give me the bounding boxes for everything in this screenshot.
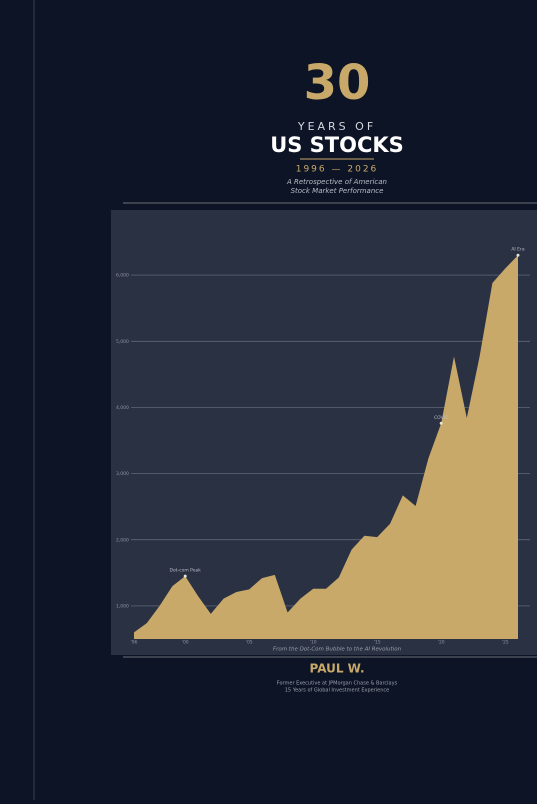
cover-years: 1996 — 2026	[296, 165, 379, 175]
cover-subtitle: Stock Market Performance	[291, 187, 384, 195]
annotation-label: Dot-com Peak	[170, 568, 202, 574]
chart-caption: From the Dot-Com Bubble to the AI Revolu…	[273, 647, 402, 653]
cover-title: US STOCKS	[270, 133, 404, 157]
area	[134, 255, 518, 639]
annotation-label: AI Era	[511, 247, 525, 253]
annotation-dot	[516, 253, 520, 257]
x-tick-label: '20	[438, 640, 445, 646]
annotation-dot	[183, 574, 187, 578]
y-tick-label: 5,000	[116, 339, 129, 345]
x-tick-label: '00	[182, 640, 189, 646]
y-tick-label: 4,000	[116, 405, 129, 411]
plot: 1,000 2,000 3,000 4,000 5,000 6,000 '96 '00 '05 '…	[116, 247, 530, 646]
y-tick-label: 2,000	[116, 537, 129, 543]
y-tick-label: 6,000	[116, 273, 129, 279]
y-tick-label: 3,000	[116, 471, 129, 477]
author-bio: Former Executive at JPMorgan Chase & Bar…	[277, 681, 398, 687]
x-tick-label: '10	[310, 640, 317, 646]
cover-subtitle: A Retrospective of American	[286, 178, 387, 186]
cover-kicker: YEARS OF	[297, 120, 376, 133]
annotation-label: COVID	[434, 415, 449, 421]
author: PAUL W.	[310, 662, 365, 676]
x-tick-label: '96	[131, 640, 138, 646]
x-tick-label: '25	[502, 640, 509, 646]
x-tick-label: '15	[374, 640, 381, 646]
y-tick-label: 1,000	[116, 603, 129, 609]
author-bio: 15 Years of Global Investment Experience	[285, 688, 389, 694]
annotation-dot	[439, 421, 443, 425]
cover-number: 30	[304, 55, 371, 111]
x-tick-label: '05	[246, 640, 253, 646]
